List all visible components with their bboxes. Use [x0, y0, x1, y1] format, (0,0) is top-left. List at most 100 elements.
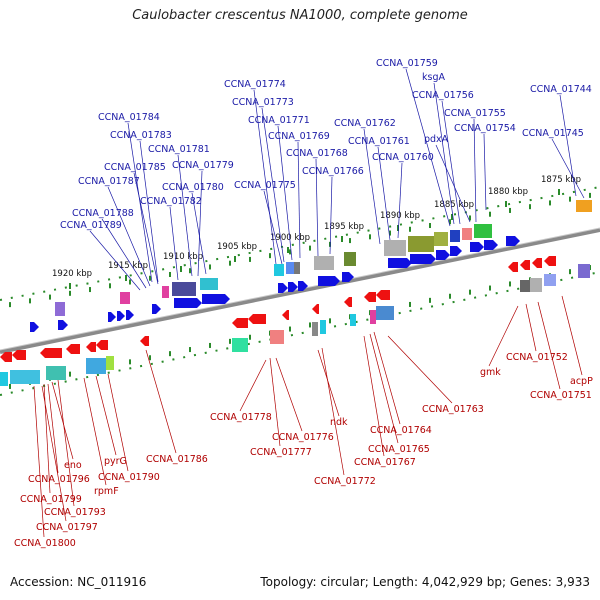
reverse-gene-label[interactable]: CCNA_01786: [146, 454, 208, 465]
forward-gene-label[interactable]: CCNA_01785: [104, 162, 166, 173]
reverse-gene-label[interactable]: ndk: [330, 417, 348, 428]
reverse-gene-arrow[interactable]: [248, 314, 266, 324]
reverse-gene-label[interactable]: CCNA_01800: [14, 538, 76, 549]
reverse-gene-arrow[interactable]: [232, 318, 248, 328]
forward-gene-arrow[interactable]: [278, 283, 288, 293]
forward-gene-label[interactable]: CCNA_01769: [268, 131, 330, 142]
forward-gene-arrow[interactable]: [470, 242, 484, 252]
reverse-gene-label[interactable]: CCNA_01790: [98, 472, 160, 483]
forward-gene-label[interactable]: pdxA: [424, 134, 449, 145]
reverse-gene-label[interactable]: CCNA_01767: [354, 457, 416, 468]
forward-gene-label[interactable]: CCNA_01774: [224, 79, 286, 90]
forward-gene-arrow[interactable]: [117, 311, 125, 321]
forward-gene-label[interactable]: CCNA_01756: [412, 90, 474, 101]
forward-gene-label[interactable]: CCNA_01775: [234, 180, 296, 191]
forward-gene-arrow[interactable]: [30, 322, 39, 332]
forward-gene-arrow[interactable]: [318, 276, 340, 286]
reverse-gene-label[interactable]: CCNA_01793: [44, 507, 106, 518]
scale-tick-label: 1905 kbp: [217, 242, 257, 252]
reverse-gene-label[interactable]: rpmF: [94, 486, 119, 497]
reverse-gene-label[interactable]: CCNA_01776: [272, 432, 334, 443]
reverse-gene-arrow[interactable]: [66, 344, 80, 354]
reverse-gene-label[interactable]: CCNA_01797: [36, 522, 98, 533]
reverse-gene-label[interactable]: CCNA_01763: [422, 404, 484, 415]
reverse-gene-arrow[interactable]: [40, 348, 62, 358]
reverse-gene-arrow[interactable]: [544, 256, 556, 266]
forward-gene-label[interactable]: ksgA: [422, 72, 445, 83]
reverse-gene-label[interactable]: CCNA_01772: [314, 476, 376, 487]
scale-tick-label: 1890 kbp: [380, 211, 420, 221]
forward-gene-label[interactable]: CCNA_01788: [72, 208, 134, 219]
forward-gene-arrow[interactable]: [450, 246, 462, 256]
reverse-gene-label[interactable]: pyrG: [104, 456, 127, 467]
forward-gene-label[interactable]: CCNA_01787: [78, 176, 140, 187]
reverse-gene-arrow[interactable]: [364, 292, 376, 302]
reverse-gene-arrow[interactable]: [508, 262, 518, 272]
reverse-gene-arrow[interactable]: [12, 350, 26, 360]
forward-gene-label[interactable]: CCNA_01745: [522, 128, 584, 139]
forward-gene-label[interactable]: CCNA_01754: [454, 123, 516, 134]
label-leaders: [33, 68, 585, 538]
reverse-gene-arrow[interactable]: [376, 290, 390, 300]
forward-gene-arrow[interactable]: [484, 240, 498, 250]
forward-gene-arrow[interactable]: [58, 320, 68, 330]
gene-block: [0, 372, 8, 386]
forward-gene-arrow[interactable]: [288, 282, 298, 292]
forward-gene-label[interactable]: CCNA_01762: [334, 118, 396, 129]
reverse-gene-label[interactable]: gmk: [480, 367, 501, 378]
reverse-gene-label[interactable]: acpP: [570, 376, 593, 387]
forward-gene-label[interactable]: CCNA_01766: [302, 166, 364, 177]
forward-gene-arrow[interactable]: [410, 254, 436, 264]
forward-gene-label[interactable]: CCNA_01744: [530, 84, 592, 95]
forward-gene-label[interactable]: CCNA_01773: [232, 97, 294, 108]
reverse-gene-label[interactable]: CCNA_01777: [250, 447, 312, 458]
forward-gene-label[interactable]: CCNA_01768: [286, 148, 348, 159]
reverse-gene-label[interactable]: CCNA_01796: [28, 474, 90, 485]
forward-gene-label[interactable]: CCNA_01784: [98, 112, 160, 123]
forward-gene-arrow[interactable]: [388, 258, 412, 268]
forward-gene-arrow[interactable]: [298, 281, 308, 291]
forward-gene-arrow[interactable]: [436, 250, 450, 260]
forward-gene-label[interactable]: CCNA_01760: [372, 152, 434, 163]
forward-gene-label[interactable]: CCNA_01761: [348, 136, 410, 147]
reverse-gene-label[interactable]: CCNA_01799: [20, 494, 82, 505]
reverse-gene-label[interactable]: CCNA_01764: [370, 425, 432, 436]
forward-gene-label[interactable]: CCNA_01782: [140, 196, 202, 207]
reverse-gene-arrow[interactable]: [520, 260, 530, 270]
gene-block: [106, 356, 114, 370]
forward-gene-arrow[interactable]: [342, 272, 354, 282]
forward-gene-label[interactable]: CCNA_01779: [172, 160, 234, 171]
forward-gene-label[interactable]: CCNA_01780: [162, 182, 224, 193]
reverse-gene-arrow[interactable]: [344, 297, 352, 307]
gene-block: [376, 306, 394, 320]
forward-gene-label[interactable]: CCNA_01755: [444, 108, 506, 119]
scale-tick-label: 1885 kbp: [434, 200, 474, 210]
reverse-gene-arrow[interactable]: [532, 258, 542, 268]
forward-gene-arrow[interactable]: [202, 294, 230, 304]
reverse-gene-arrow[interactable]: [96, 340, 108, 350]
forward-gene-label[interactable]: CCNA_01789: [60, 220, 122, 231]
reverse-gene-arrow[interactable]: [282, 310, 289, 320]
reverse-gene-label[interactable]: CCNA_01765: [368, 444, 430, 455]
reverse-gene-arrow[interactable]: [140, 336, 149, 346]
gene-features: [0, 200, 592, 386]
reverse-gene-label[interactable]: CCNA_01752: [506, 352, 568, 363]
forward-gene-arrow[interactable]: [506, 236, 520, 246]
gene-block: [232, 338, 248, 352]
reverse-gene-label[interactable]: eno: [64, 460, 82, 471]
forward-gene-label[interactable]: CCNA_01783: [110, 130, 172, 141]
forward-gene-label[interactable]: CCNA_01759: [376, 58, 438, 69]
reverse-gene-label[interactable]: CCNA_01778: [210, 412, 272, 423]
forward-gene-arrow[interactable]: [126, 310, 134, 320]
reverse-gene-arrow[interactable]: [312, 304, 319, 314]
reverse-gene-arrow[interactable]: [86, 342, 96, 352]
forward-gene-label[interactable]: CCNA_01781: [148, 144, 210, 155]
forward-gene-arrow[interactable]: [174, 298, 202, 308]
forward-gene-arrow[interactable]: [152, 304, 161, 314]
reverse-gene-arrow[interactable]: [0, 352, 12, 362]
reverse-gene-label[interactable]: CCNA_01751: [530, 390, 592, 401]
forward-gene-label[interactable]: CCNA_01771: [248, 115, 310, 126]
forward-gene-arrow[interactable]: [108, 312, 116, 322]
